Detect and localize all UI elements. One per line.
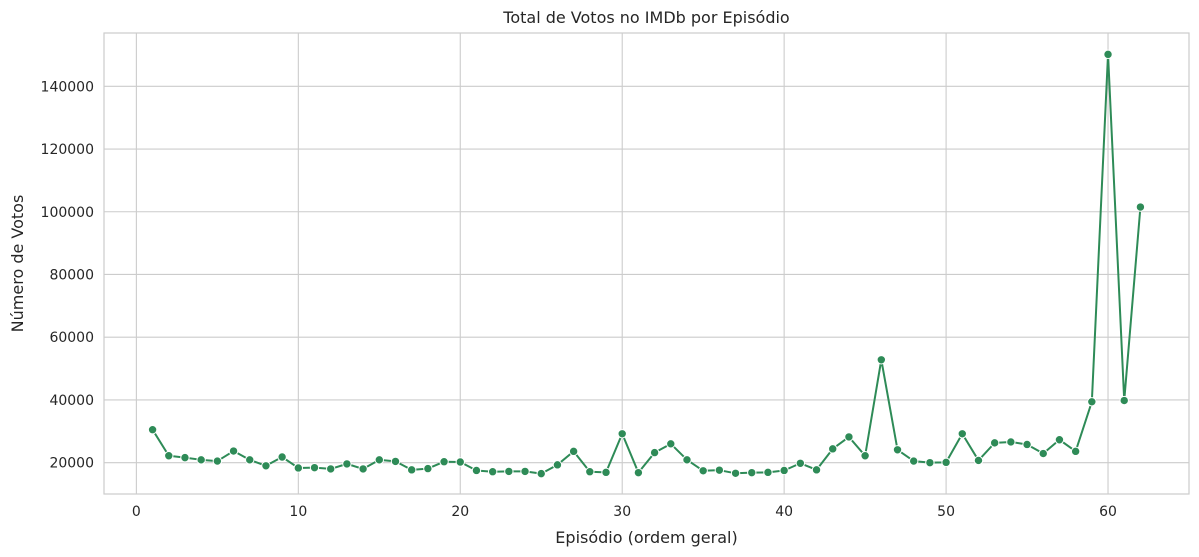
data-point	[406, 465, 417, 475]
data-point	[471, 465, 482, 476]
data-point	[1135, 202, 1146, 212]
data-point	[1006, 437, 1016, 447]
data-point	[390, 456, 401, 467]
data-point	[374, 455, 384, 465]
series-line	[151, 53, 1142, 475]
data-point	[1038, 448, 1048, 459]
data-point	[1119, 395, 1129, 406]
data-point	[568, 446, 579, 457]
x-tick-label: 50	[937, 504, 955, 520]
data-point	[309, 462, 320, 473]
data-point	[649, 447, 660, 458]
x-tick-label: 20	[451, 504, 469, 520]
data-point	[293, 463, 304, 473]
data-point	[730, 468, 741, 478]
grid	[104, 33, 1189, 494]
data-point	[520, 466, 530, 477]
chart-title: Total de Votos no IMDb por Episódio	[502, 8, 789, 27]
data-point	[358, 464, 368, 474]
data-point	[973, 455, 984, 466]
tick-labels: 0 10 20 30 40 50 60 20000 40000 60000 80000 100000 1…	[41, 79, 1117, 520]
x-axis-label: Episódio (ordem geral)	[555, 528, 737, 547]
x-tick-label: 30	[613, 504, 631, 520]
y-tick-label: 140000	[41, 79, 94, 95]
data-point	[585, 467, 595, 477]
data-point	[633, 467, 644, 478]
data-point	[504, 466, 514, 477]
y-tick-label: 80000	[49, 267, 94, 283]
x-tick-label: 0	[132, 504, 141, 520]
y-tick-label: 40000	[49, 393, 94, 409]
y-tick-label: 60000	[49, 330, 94, 346]
data-point	[277, 452, 287, 462]
data-point	[245, 455, 255, 465]
data-point	[164, 451, 174, 461]
data-point	[1087, 397, 1097, 407]
data-point	[147, 425, 158, 435]
data-point	[1103, 49, 1113, 60]
data-point	[180, 452, 190, 463]
y-tick-label: 120000	[41, 142, 94, 158]
data-point	[342, 459, 352, 469]
data-point	[860, 451, 870, 461]
data-point	[811, 465, 822, 475]
data-point	[876, 355, 887, 365]
data-point	[795, 458, 806, 468]
y-tick-label: 20000	[49, 456, 94, 472]
data-point	[925, 457, 935, 468]
series-layer	[147, 49, 1146, 479]
data-point	[909, 456, 919, 466]
y-axis-label: Número de Votos	[8, 195, 27, 333]
data-point	[763, 467, 773, 478]
x-tick-label: 10	[289, 504, 307, 520]
plot-frame	[103, 32, 1190, 495]
data-point	[212, 456, 223, 466]
data-point	[326, 464, 336, 474]
data-point	[196, 455, 206, 465]
x-tick-label: 60	[1099, 504, 1117, 520]
data-point	[779, 465, 789, 476]
data-point	[1070, 446, 1081, 457]
data-point	[455, 457, 465, 467]
data-point	[714, 465, 725, 475]
data-point	[423, 463, 433, 474]
data-point	[601, 467, 611, 478]
data-point	[487, 467, 498, 477]
data-point	[828, 444, 838, 454]
data-point	[682, 455, 692, 465]
data-point	[439, 457, 449, 467]
data-point	[844, 432, 854, 442]
data-point	[536, 468, 546, 479]
data-point	[1022, 439, 1032, 450]
data-point	[941, 457, 951, 468]
data-point	[892, 445, 903, 455]
data-point	[989, 438, 1000, 448]
data-point	[666, 439, 676, 449]
y-tick-label: 100000	[41, 205, 94, 221]
x-tick-label: 40	[775, 504, 793, 520]
data-point	[617, 429, 627, 439]
data-point	[552, 460, 563, 470]
data-point	[1054, 435, 1065, 445]
data-point	[261, 461, 271, 471]
data-point	[747, 467, 757, 478]
data-point	[698, 466, 708, 476]
data-point	[957, 429, 967, 439]
data-point	[228, 446, 239, 456]
